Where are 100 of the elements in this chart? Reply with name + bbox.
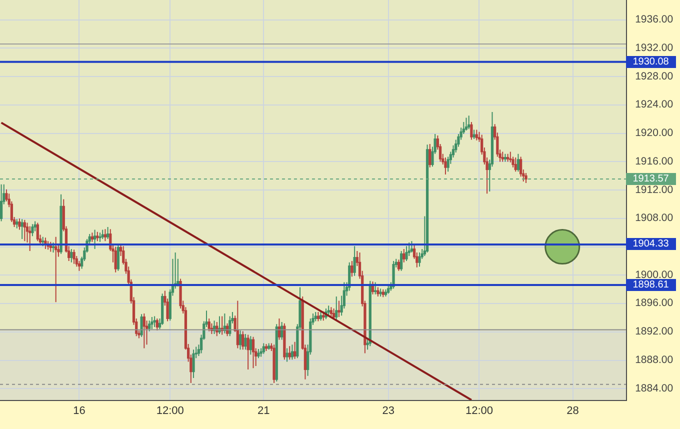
y-tick-label: 1884.00 <box>635 382 674 394</box>
candlestick <box>397 259 400 272</box>
candlestick <box>314 312 317 322</box>
candlestick <box>72 249 76 264</box>
candlestick <box>262 342 265 354</box>
candlestick <box>78 260 81 272</box>
candlestick <box>98 232 102 242</box>
candlestick <box>34 220 36 232</box>
candlestick <box>31 224 34 237</box>
candlestick <box>319 310 322 322</box>
candlestick <box>332 308 336 320</box>
candlestick <box>374 282 377 295</box>
candlestick <box>405 246 408 262</box>
candlestick <box>226 322 229 337</box>
candlestick <box>18 218 21 230</box>
candlestick <box>286 348 288 362</box>
y-tick-label: 1924.00 <box>635 98 674 111</box>
candlestick <box>192 349 195 379</box>
ref-line-label: 1913.57 <box>632 174 670 184</box>
candlestick <box>49 241 52 252</box>
candlestick <box>44 237 47 250</box>
candlestick <box>327 305 330 316</box>
x-tick-label: 21 <box>258 405 270 418</box>
y-tick-label: 1928.00 <box>635 70 674 82</box>
candlestick <box>28 226 32 252</box>
y-tick-label: 1932.00 <box>635 42 674 54</box>
candlestick <box>218 316 221 335</box>
candlestick <box>316 312 320 322</box>
candlestick <box>501 151 504 162</box>
candlestick <box>179 278 182 310</box>
candlestick <box>54 236 58 303</box>
candlestick <box>280 321 284 340</box>
candlestick <box>264 343 268 352</box>
candlestick <box>116 244 120 272</box>
candlestick <box>268 342 270 350</box>
candlestick <box>330 306 332 317</box>
candlestick <box>148 320 151 332</box>
candlestick <box>472 129 476 140</box>
candlestick <box>140 314 143 338</box>
candlestick <box>142 312 146 349</box>
x-tick-label: 23 <box>382 405 394 418</box>
candlestick <box>444 156 447 175</box>
candlestick <box>60 194 62 254</box>
ref-line-label: 1930.08 <box>632 56 670 68</box>
candlestick <box>402 248 406 263</box>
y-tick-label: 1916.00 <box>635 155 674 168</box>
candlestick <box>228 316 232 337</box>
candlestick <box>512 156 514 168</box>
candlestick <box>246 334 250 370</box>
candlestick <box>294 341 296 360</box>
candlestick <box>338 300 340 318</box>
candlestick <box>379 288 382 297</box>
x-tick-label: 12:00 <box>156 405 184 418</box>
candlestick <box>464 117 468 131</box>
candlestick <box>236 300 239 349</box>
candlestick <box>275 324 278 382</box>
candlestick <box>20 218 24 240</box>
candlestick <box>408 242 410 257</box>
ref-line-label: 1904.33 <box>632 238 670 250</box>
candlestick <box>244 334 247 350</box>
candlestick <box>516 153 520 172</box>
candlestick <box>376 286 380 297</box>
candlestick <box>382 288 384 298</box>
candlestick <box>272 344 276 384</box>
y-tick-label: 1900.00 <box>635 268 674 281</box>
candlestick <box>114 246 117 273</box>
x-tick-label: 28 <box>566 405 579 418</box>
candlestick <box>101 229 104 240</box>
x-tick-label: 16 <box>73 405 86 418</box>
candlestick <box>283 322 286 360</box>
y-tick-label: 1896.00 <box>635 297 674 310</box>
candlestick <box>90 232 94 242</box>
candlestick <box>70 248 73 263</box>
x-tick-label: 12:00 <box>465 405 494 418</box>
candlestick <box>212 320 216 335</box>
candlestick <box>260 348 262 358</box>
candlestick <box>42 236 44 247</box>
y-tick-label: 1892.00 <box>635 326 674 338</box>
candlestick <box>410 240 414 253</box>
candlestick <box>392 260 395 290</box>
candlestick <box>104 228 107 242</box>
candlestick <box>524 172 528 184</box>
candlestick <box>23 219 26 242</box>
y-tick-label: 1912.00 <box>635 184 674 196</box>
candlestick <box>426 144 429 253</box>
candlestick <box>96 231 99 242</box>
candlestick <box>278 318 281 340</box>
candlestick <box>52 242 55 253</box>
candlestick <box>400 250 403 272</box>
candlestick <box>252 336 255 369</box>
candlestick <box>16 218 18 229</box>
candlestick <box>106 226 110 240</box>
candlestick <box>150 316 154 330</box>
candlestick <box>93 229 96 250</box>
candlestick <box>238 330 242 350</box>
y-tick-label: 1936.00 <box>635 14 674 26</box>
ref-line-label: 1898.61 <box>632 280 670 290</box>
candlestick <box>514 156 517 172</box>
candlestick <box>519 156 522 178</box>
candlestick <box>242 330 244 350</box>
